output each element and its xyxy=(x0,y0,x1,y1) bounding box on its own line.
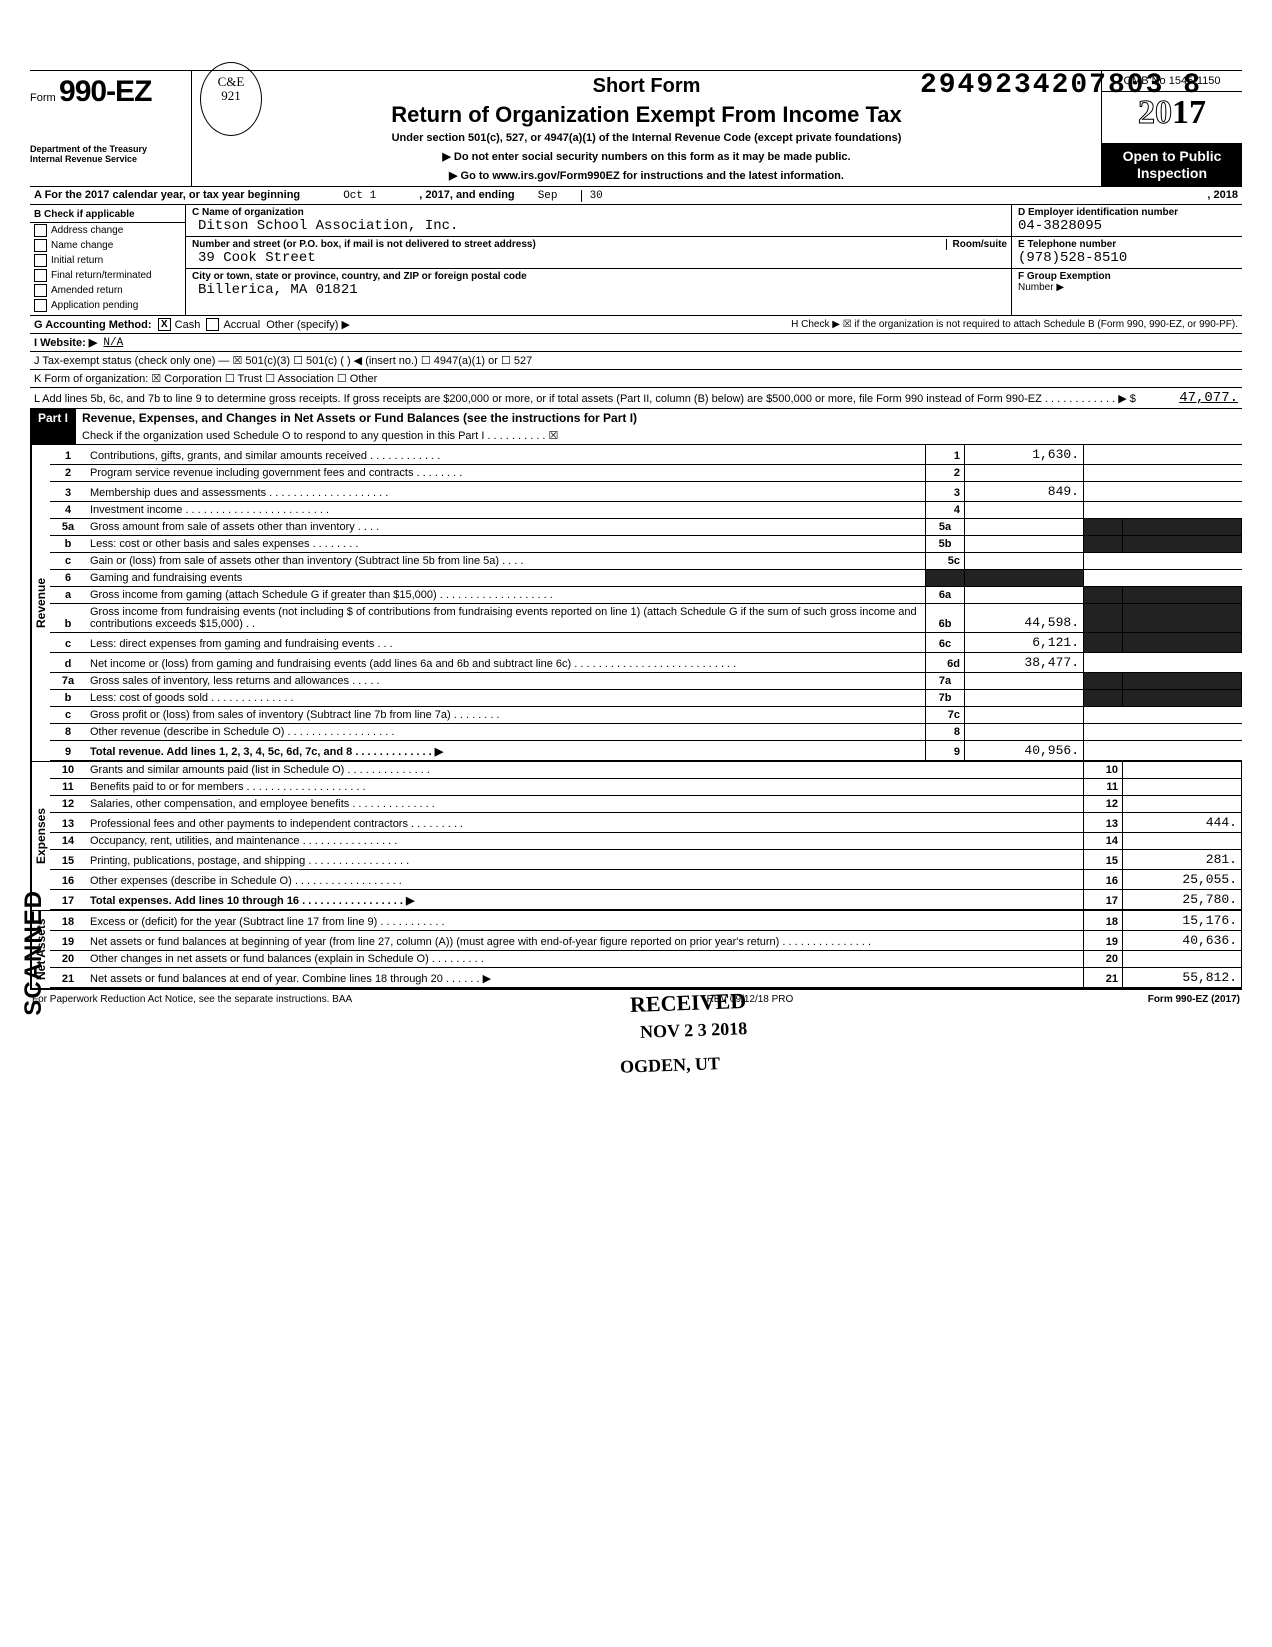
scanned-stamp: SCANNED xyxy=(20,890,48,1016)
group-number: Number ▶ xyxy=(1018,282,1236,293)
revenue-table: 1Contributions, gifts, grants, and simil… xyxy=(50,445,1242,761)
line-h: H Check ▶ ☒ if the organization is not r… xyxy=(791,319,1238,330)
street-label: Number and street (or P.O. box, if mail … xyxy=(192,239,1005,250)
open-public-badge: Open to Public Inspection xyxy=(1102,144,1242,186)
dept-label: Department of the TreasuryInternal Reven… xyxy=(30,145,185,165)
line-g: G Accounting Method: XCash Accrual Other… xyxy=(30,316,1242,334)
revenue-label: Revenue xyxy=(31,445,50,761)
org-name-label: C Name of organization xyxy=(192,207,1005,218)
main-title: Return of Organization Exempt From Incom… xyxy=(200,102,1093,128)
part1-title: Revenue, Expenses, and Changes in Net As… xyxy=(76,409,1242,427)
cb-initial-return[interactable] xyxy=(34,254,47,267)
line-k: K Form of organization: ☒ Corporation ☐ … xyxy=(30,370,1242,388)
ssn-note: ▶ Do not enter social security numbers o… xyxy=(200,150,1093,163)
city-label: City or town, state or province, country… xyxy=(192,271,1005,282)
line-l: L Add lines 5b, 6c, and 7b to line 9 to … xyxy=(30,388,1242,409)
tel-value: (978)528-8510 xyxy=(1018,250,1236,266)
expenses-table: 10Grants and similar amounts paid (list … xyxy=(50,762,1242,910)
net-assets-table: 18Excess or (deficit) for the year (Subt… xyxy=(50,911,1242,988)
group-label: F Group Exemption xyxy=(1018,271,1236,282)
form-word: Form xyxy=(30,92,56,104)
received-stamp: RECEIVED xyxy=(630,988,747,1018)
circle-stamp: C&E921 xyxy=(200,62,262,136)
cb-name-change[interactable] xyxy=(34,239,47,252)
line-i: I Website: ▶ N/A xyxy=(30,334,1242,352)
row-a-tax-year: A For the 2017 calendar year, or tax yea… xyxy=(30,187,1242,205)
ogden-stamp: OGDEN, UT xyxy=(620,1053,721,1077)
expenses-label: Expenses xyxy=(31,762,50,910)
part1-label: Part I xyxy=(30,409,76,444)
subtitle: Under section 501(c), 527, or 4947(a)(1)… xyxy=(200,132,1093,144)
part1-check: Check if the organization used Schedule … xyxy=(76,427,1242,444)
cb-amended[interactable] xyxy=(34,284,47,297)
ein-value: 04-3828095 xyxy=(1018,218,1236,234)
tel-label: E Telephone number xyxy=(1018,239,1236,250)
street-value: 39 Cook Street xyxy=(192,250,1005,266)
url-note: ▶ Go to www.irs.gov/Form990EZ for instru… xyxy=(200,169,1093,182)
org-name: Ditson School Association, Inc. xyxy=(192,218,1005,234)
dln-number: 2949234207803 8 xyxy=(920,70,1202,101)
col-b-checkboxes: B Check if applicable Address change Nam… xyxy=(30,205,186,315)
line-j: J Tax-exempt status (check only one) — ☒… xyxy=(30,352,1242,370)
form-number: 990-EZ xyxy=(59,75,151,108)
received-date-stamp: NOV 2 3 2018 xyxy=(640,1018,748,1043)
cb-accrual[interactable] xyxy=(206,318,219,331)
cb-final-return[interactable] xyxy=(34,269,47,282)
cb-pending[interactable] xyxy=(34,299,47,312)
room-suite-label: Room/suite xyxy=(946,239,1007,250)
cb-address-change[interactable] xyxy=(34,224,47,237)
cb-cash[interactable]: X xyxy=(158,318,171,331)
city-value: Billerica, MA 01821 xyxy=(192,282,1005,298)
ein-label: D Employer identification number xyxy=(1018,207,1236,218)
